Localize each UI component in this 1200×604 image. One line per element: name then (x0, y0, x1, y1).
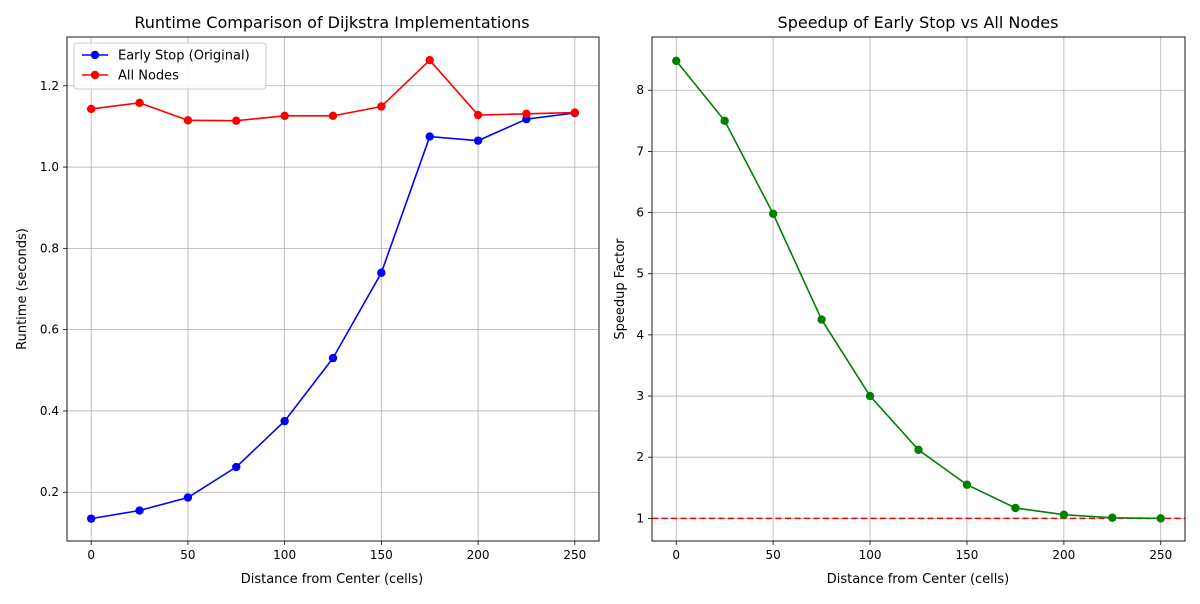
runtime-series-2-point (280, 111, 289, 121)
runtime-series-1-point (328, 353, 338, 363)
runtime-legend-marker-1 (90, 50, 100, 60)
speedup-series-1-point (914, 445, 923, 455)
speedup-x-tick-label: 200 (1052, 548, 1075, 562)
runtime-x-tick-label: 200 (467, 548, 490, 562)
speedup-y-tick-label: 2 (636, 450, 644, 464)
runtime-chart-ylabel: Runtime (seconds) (15, 228, 30, 350)
speedup-series-1-point (720, 116, 729, 125)
runtime-series-1-point (280, 416, 289, 426)
speedup-chart: Speedup of Early Stop vs All Nodes Dista… (613, 13, 1186, 587)
runtime-series-1-point (473, 136, 483, 145)
speedup-series-1-point (1108, 513, 1117, 522)
runtime-series-1-point (135, 506, 144, 515)
speedup-series-1-point (768, 209, 778, 218)
runtime-series-2-point (135, 98, 144, 108)
speedup-series-1-point (962, 480, 972, 489)
speedup-y-tick-label: 4 (636, 328, 644, 342)
speedup-chart-ylabel: Speedup Factor (613, 238, 628, 340)
speedup-series-1-point (1011, 503, 1020, 513)
speedup-axes-frame (651, 36, 1186, 542)
runtime-chart-xlabel: Distance from Center (cells) (241, 572, 424, 587)
runtime-series-2-point (86, 104, 96, 114)
speedup-x-tick-label: 0 (672, 548, 680, 562)
speedup-chart-title: Speedup of Early Stop vs All Nodes (778, 13, 1059, 32)
speedup-plot-area: 0 50 100 150 200 250 1 2 3 4 5 6 7 8 (636, 36, 1186, 562)
speedup-y-tick-label: 6 (636, 206, 644, 220)
runtime-axes-frame (66, 36, 600, 542)
runtime-legend: Early Stop (Original) All Nodes (73, 42, 267, 90)
speedup-y-tick-label: 7 (636, 144, 644, 158)
speedup-y-tick-label: 5 (636, 267, 644, 281)
runtime-x-tick-label: 250 (563, 548, 586, 562)
runtime-series-1-point (86, 514, 96, 523)
runtime-series-1-point (232, 462, 241, 472)
runtime-legend-marker-2 (90, 70, 100, 80)
speedup-series-1-point (1059, 510, 1069, 519)
runtime-legend-box (73, 42, 267, 90)
runtime-plot-area: 0 50 100 150 200 250 0.2 0.4 0.6 0.8 1.0 1.2 (40, 36, 600, 562)
runtime-series-2-point (522, 109, 531, 119)
runtime-series-2-point (328, 111, 338, 121)
runtime-y-tick-label: 0.6 (40, 323, 59, 337)
runtime-series-2-point (425, 55, 434, 65)
speedup-series-1-point (817, 315, 826, 324)
runtime-chart: Runtime Comparison of Dijkstra Implement… (15, 13, 600, 587)
runtime-y-tick-label: 0.8 (40, 241, 59, 255)
runtime-y-tick-label: 1.2 (40, 79, 59, 93)
runtime-series-2-point (183, 116, 193, 125)
speedup-y-tick-label: 3 (636, 389, 644, 403)
speedup-x-tick-label: 150 (956, 548, 979, 562)
runtime-series-2-point (570, 108, 580, 117)
speedup-chart-xlabel: Distance from Center (cells) (827, 572, 1010, 587)
runtime-x-tick-label: 150 (370, 548, 393, 562)
runtime-series-1-point (425, 132, 434, 141)
runtime-series-2-point (377, 102, 386, 111)
runtime-series-1-point (183, 493, 193, 502)
speedup-x-tick-label: 100 (859, 548, 882, 562)
runtime-y-tick-label: 1.0 (40, 160, 59, 174)
runtime-y-tick-label: 0.2 (40, 485, 59, 499)
speedup-x-tick-label: 250 (1149, 548, 1172, 562)
runtime-series-2-point (232, 116, 241, 125)
runtime-y-tick-label: 0.4 (40, 404, 59, 418)
runtime-x-tick-label: 100 (273, 548, 296, 562)
speedup-series-1-point (672, 56, 681, 66)
speedup-series-1-point (865, 391, 875, 401)
runtime-legend-label-1: Early Stop (Original) (118, 49, 250, 64)
runtime-series-2-point (473, 110, 483, 120)
runtime-x-tick-label: 50 (180, 548, 195, 562)
speedup-x-tick-label: 50 (765, 548, 780, 562)
speedup-y-tick-label: 8 (636, 83, 644, 97)
runtime-legend-label-2: All Nodes (118, 69, 179, 84)
speedup-series-1-point (1156, 514, 1165, 523)
runtime-x-tick-label: 0 (87, 548, 95, 562)
runtime-series-1-point (377, 268, 386, 277)
speedup-y-tick-label: 1 (636, 511, 644, 525)
runtime-chart-title: Runtime Comparison of Dijkstra Implement… (134, 13, 529, 32)
